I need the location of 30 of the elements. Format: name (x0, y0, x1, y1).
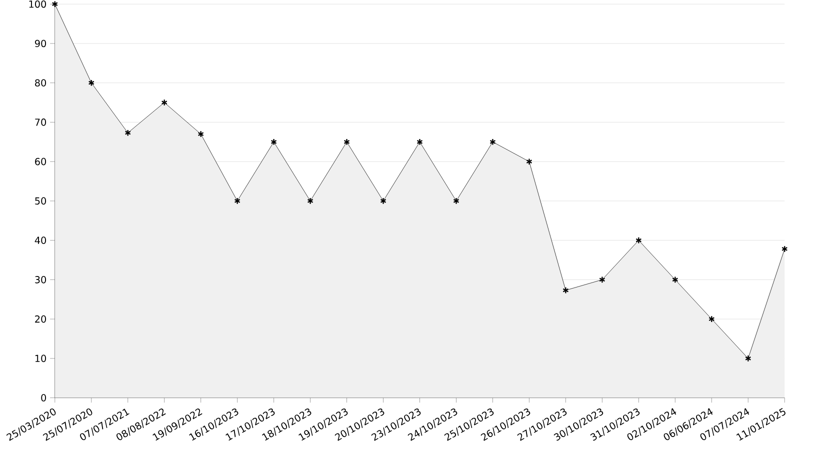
point (161, 99, 168, 106)
point (636, 237, 642, 244)
point (672, 276, 678, 284)
point (124, 130, 131, 136)
y-tick-label: 100 (29, 0, 46, 8)
y-tick-label: 80 (35, 79, 46, 87)
point (453, 198, 460, 205)
point (745, 355, 752, 362)
y-tick-label: 20 (35, 316, 46, 323)
y-tick-label: 40 (34, 236, 46, 244)
y-tick-label: 90 (34, 40, 46, 48)
point (380, 198, 386, 205)
y-tick-label: 0 (41, 394, 46, 402)
point (88, 80, 94, 86)
y-tick-label: 70 (35, 118, 46, 126)
y-tick-label: 50 (35, 197, 46, 205)
point (234, 198, 240, 205)
point (270, 138, 277, 146)
y-tick-label: 30 (35, 276, 46, 284)
point (708, 316, 715, 323)
point (599, 276, 606, 284)
point (526, 158, 532, 166)
point (416, 138, 423, 146)
y-tick-label: 60 (35, 158, 46, 166)
point (490, 138, 496, 146)
point (198, 130, 204, 138)
y-tick-label: 10 (35, 354, 46, 362)
point (344, 138, 350, 146)
point (562, 287, 569, 294)
point (307, 198, 314, 205)
